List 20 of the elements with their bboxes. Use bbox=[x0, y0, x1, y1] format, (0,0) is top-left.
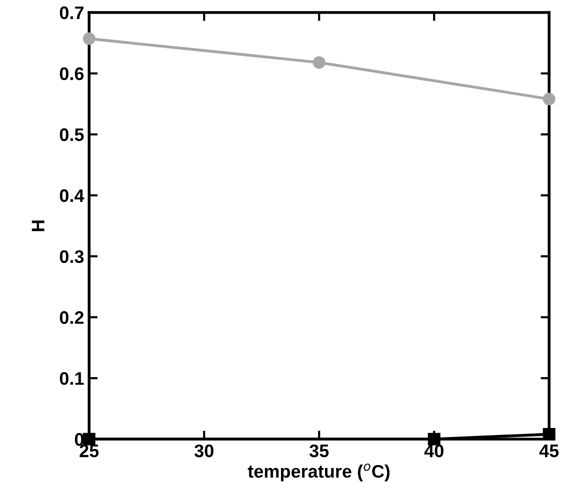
x-tick-label: 35 bbox=[310, 444, 329, 458]
x-tick-label: 40 bbox=[424, 444, 444, 458]
point bbox=[82, 32, 96, 45]
y-tick-label: 0 bbox=[74, 433, 84, 446]
y-tick-label: 0.3 bbox=[60, 250, 84, 264]
x-axis-title: temperature ($^{o}$C) bbox=[248, 464, 390, 482]
y-tick-label: 0.1 bbox=[60, 372, 84, 385]
y-axis-title: H bbox=[32, 220, 44, 232]
point bbox=[312, 56, 326, 69]
y-tick-label: 0.5 bbox=[60, 128, 84, 142]
y-tick-label: 0.2 bbox=[60, 311, 84, 324]
x-tick-label: 30 bbox=[194, 444, 214, 458]
point bbox=[542, 428, 556, 440]
x-tick-label: 25 bbox=[80, 444, 99, 458]
x-tick-label: 45 bbox=[539, 444, 559, 458]
y-tick-label: 0.4 bbox=[60, 189, 84, 202]
point bbox=[542, 92, 556, 106]
y-tick-label: 0.6 bbox=[60, 67, 84, 80]
point bbox=[428, 432, 440, 446]
y-tick-label: 0.7 bbox=[60, 6, 84, 20]
